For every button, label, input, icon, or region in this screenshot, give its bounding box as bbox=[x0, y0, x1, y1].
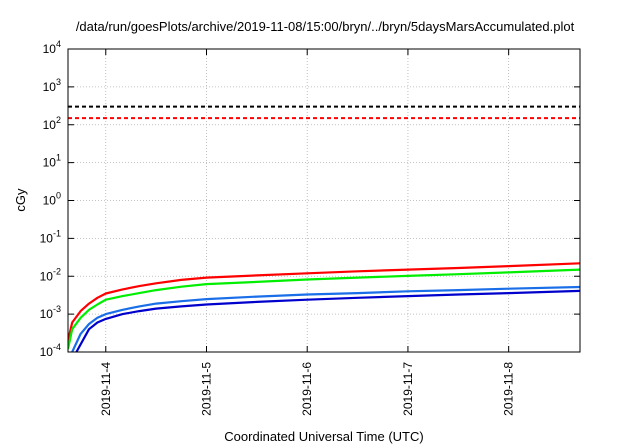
series-line bbox=[68, 262, 580, 341]
y-tick-label: 10-3 bbox=[40, 304, 61, 321]
series-line bbox=[75, 289, 580, 352]
x-tick-label: 2019-11-6 bbox=[300, 362, 314, 416]
x-axis-label: Coordinated Universal Time (UTC) bbox=[224, 429, 423, 444]
y-tick-label: 101 bbox=[43, 153, 61, 170]
y-tick-label: 100 bbox=[43, 191, 61, 208]
x-tick-label: 2019-11-5 bbox=[199, 362, 213, 416]
y-tick-label: 103 bbox=[43, 77, 61, 94]
y-tick-label: 10-1 bbox=[40, 228, 61, 245]
x-tick-label: 2019-11-4 bbox=[99, 362, 113, 416]
y-tick-label: 102 bbox=[43, 115, 61, 132]
y-axis-label: cGy bbox=[13, 188, 28, 212]
series-line bbox=[71, 285, 580, 352]
chart-title: /data/run/goesPlots/archive/2019-11-08/1… bbox=[76, 19, 575, 34]
y-tick-label: 104 bbox=[43, 39, 61, 56]
x-tick-label: 2019-11-8 bbox=[502, 362, 516, 416]
y-tick-label: 10-2 bbox=[40, 266, 61, 283]
y-tick-label: 10-4 bbox=[40, 342, 61, 359]
y-ticks: 10-4 10-3 10-2 10-1 100 101 102 103 104 bbox=[40, 39, 580, 359]
x-tick-label: 2019-11-7 bbox=[401, 362, 415, 416]
reference-lines bbox=[68, 105, 580, 120]
series-lines bbox=[68, 262, 580, 352]
series-line bbox=[68, 268, 580, 350]
grid bbox=[68, 49, 580, 352]
x-ticks: 2019-11-4 2019-11-5 2019-11-6 2019-11-7 2019… bbox=[99, 49, 516, 416]
